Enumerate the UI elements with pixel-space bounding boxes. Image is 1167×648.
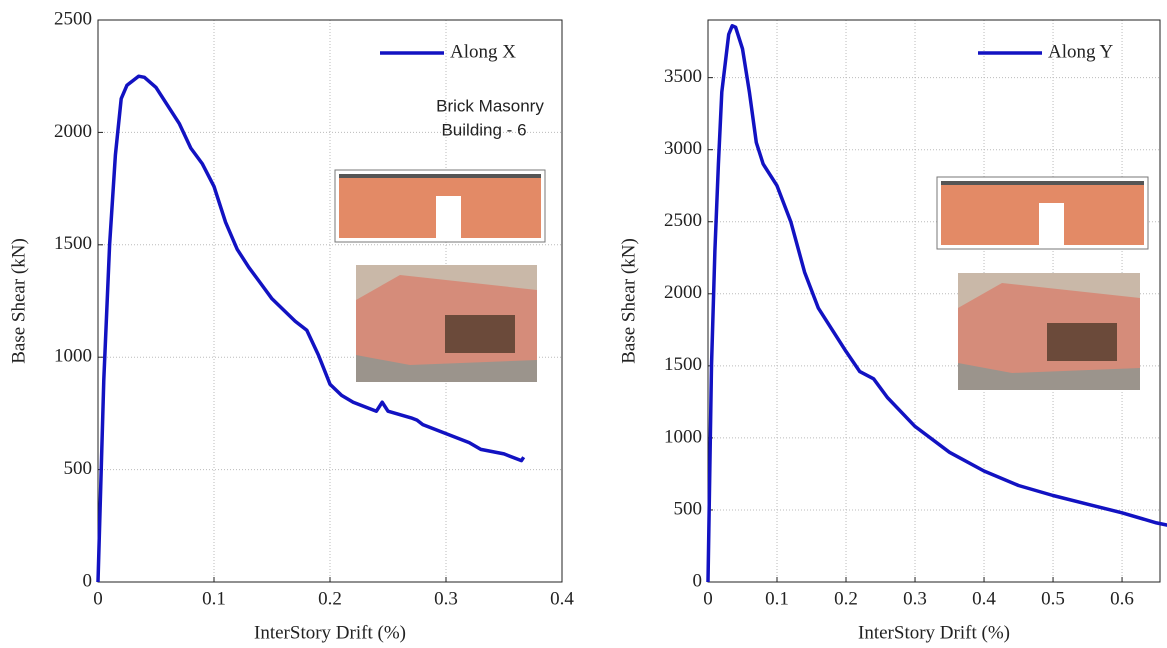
plot-frame bbox=[707, 19, 1161, 583]
annotation: Building - 6 bbox=[441, 120, 526, 139]
y-tick-label: 500 bbox=[64, 458, 93, 479]
x-axis-label: InterStory Drift (%) bbox=[254, 622, 406, 643]
x-axis-label: InterStory Drift (%) bbox=[858, 622, 1010, 643]
x-tick-label: 0.4 bbox=[972, 588, 996, 609]
x-tick-label: 0.2 bbox=[318, 588, 342, 609]
legend-label: Along X bbox=[450, 41, 516, 62]
y-tick-label: 0 bbox=[83, 570, 93, 591]
x-tick-label: 0.4 bbox=[550, 588, 574, 609]
y-tick-label: 2000 bbox=[664, 282, 702, 303]
y-tick-label: 1000 bbox=[664, 426, 702, 447]
y-tick-label: 2500 bbox=[664, 210, 702, 231]
x-tick-label: 0.3 bbox=[903, 588, 927, 609]
y-tick-label: 1500 bbox=[664, 354, 702, 375]
x-tick-label: 0.6 bbox=[1110, 588, 1134, 609]
x-tick-label: 0 bbox=[93, 588, 103, 609]
x-tick-label: 0.1 bbox=[202, 588, 226, 609]
illustration-right bbox=[936, 176, 1149, 390]
y-axis-label: Base Shear (kN) bbox=[8, 238, 29, 364]
x-tick-label: 0.3 bbox=[434, 588, 458, 609]
y-tick-label: 2500 bbox=[54, 8, 92, 29]
series-line bbox=[96, 74, 526, 583]
x-tick-label: 0.5 bbox=[1041, 588, 1065, 609]
y-axis-label: Base Shear (kN) bbox=[618, 238, 639, 364]
annotation: Brick Masonry bbox=[436, 96, 544, 115]
y-tick-label: 3000 bbox=[664, 138, 702, 159]
y-tick-label: 2000 bbox=[54, 121, 92, 142]
x-tick-label: 0.1 bbox=[765, 588, 789, 609]
y-tick-label: 1000 bbox=[54, 346, 92, 367]
y-tick-label: 0 bbox=[693, 570, 703, 591]
y-tick-label: 500 bbox=[674, 498, 703, 519]
plot-frame bbox=[97, 19, 563, 583]
x-tick-label: 0.2 bbox=[834, 588, 858, 609]
legend-label: Along Y bbox=[1048, 41, 1114, 62]
y-tick-label: 3500 bbox=[664, 66, 702, 87]
y-tick-label: 1500 bbox=[54, 233, 92, 254]
series-line bbox=[706, 24, 1167, 583]
illustration-left bbox=[334, 169, 546, 382]
x-tick-label: 0 bbox=[703, 588, 713, 609]
